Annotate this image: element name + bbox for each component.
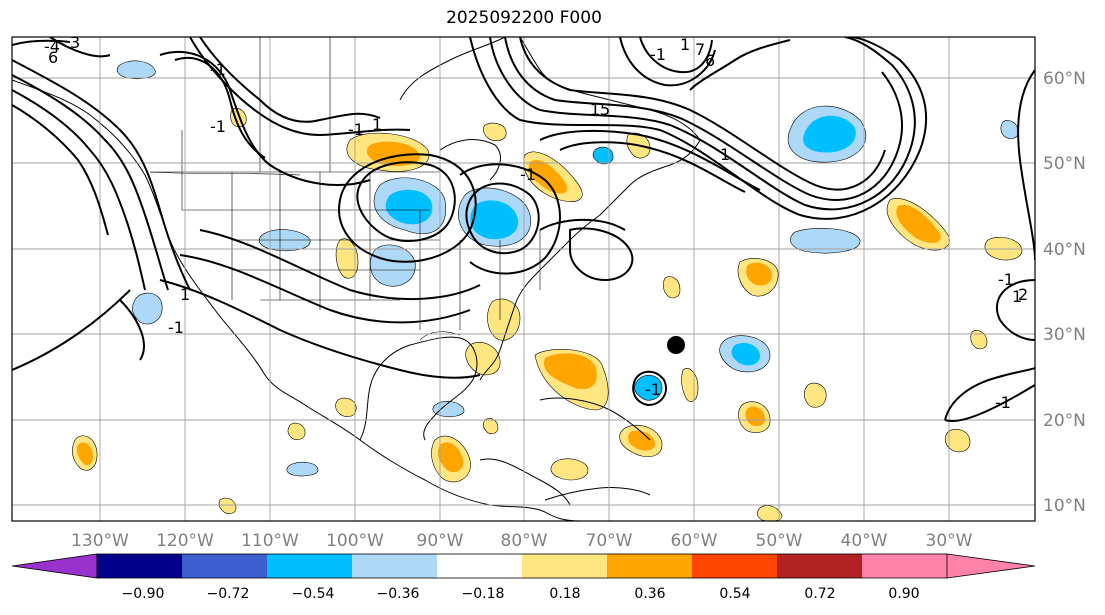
map-frame <box>11 36 1036 522</box>
contour-label: 1 <box>1012 287 1022 306</box>
colorbar-segment <box>777 554 862 578</box>
lon-label-60w: 60°W <box>671 531 718 551</box>
contour-label: -1 <box>998 270 1014 289</box>
lon-label-50w: 50°W <box>756 531 803 551</box>
contour-label: 2 <box>1018 285 1028 304</box>
colorbar-segment <box>607 554 692 578</box>
colorbar-ticks: −0.90 −0.72 −0.54 −0.36 −0.18 0.18 0.36 … <box>122 586 920 602</box>
lon-label-70w: 70°W <box>586 531 633 551</box>
map-title: 2025092200 F000 <box>446 8 602 28</box>
lat-label-60: 60°N <box>1043 69 1086 89</box>
gridlines <box>12 37 1035 521</box>
colorbar-segment <box>182 554 267 578</box>
contour-label: -1 <box>645 380 661 399</box>
colorbar-tick: −0.90 <box>122 586 165 602</box>
contour-label: 3 <box>70 33 80 52</box>
contour-labels: -1 -1 -1 -1 -1 -1 -1 -1 -1 1 1 1 1 1 1 6… <box>44 33 1028 412</box>
lon-label-100w: 100°W <box>326 531 384 551</box>
map-background <box>12 37 1035 521</box>
contour-label: -1 <box>348 120 364 139</box>
colorbar-tick: 0.36 <box>634 586 665 602</box>
contour-label: -1 <box>995 393 1011 412</box>
lat-label-30: 30°N <box>1043 325 1086 345</box>
longitude-labels: 130°W 120°W 110°W 100°W 90°W 80°W 70°W 6… <box>71 531 973 551</box>
contour-label: -1 <box>168 318 184 337</box>
contour-label: 1 <box>720 145 730 164</box>
colorbar-tick: −0.72 <box>207 586 250 602</box>
colorbar-segment <box>692 554 777 578</box>
lon-label-40w: 40°W <box>841 531 888 551</box>
contour-label: 6 <box>48 48 58 67</box>
lon-label-90w: 90°W <box>417 531 464 551</box>
lon-label-30w: 30°W <box>926 531 973 551</box>
contour-label: 1 <box>372 115 382 134</box>
colorbar-extend-right <box>862 554 1035 578</box>
lat-label-20: 20°N <box>1043 411 1086 431</box>
colorbar-segment <box>97 554 182 578</box>
latitude-labels: 60°N 50°N 40°N 30°N 20°N 10°N <box>1043 69 1086 516</box>
colorbar-tick: −0.54 <box>292 586 335 602</box>
colorbar-tick: 0.18 <box>549 586 580 602</box>
lon-label-80w: 80°W <box>501 531 548 551</box>
contour-label: -1 <box>650 45 666 64</box>
lat-label-50: 50°N <box>1043 154 1086 174</box>
lat-label-10: 10°N <box>1043 496 1086 516</box>
lat-label-40: 40°N <box>1043 240 1086 260</box>
contour-label: -1 <box>520 165 536 184</box>
contour-label: -1 <box>210 60 226 79</box>
colorbar-frame <box>96 553 948 579</box>
contours <box>12 37 1035 422</box>
colorbar-tick: 0.72 <box>804 586 835 602</box>
colorbar-segment <box>267 554 352 578</box>
colorbar: −0.90 −0.72 −0.54 −0.36 −0.18 0.18 0.36 … <box>11 553 1036 602</box>
colorbar-tick: −0.36 <box>377 586 420 602</box>
storm-center-marker <box>667 336 685 354</box>
lon-label-120w: 120°W <box>156 531 214 551</box>
contour-label: 5 <box>600 100 610 119</box>
colorbar-tick: 0.54 <box>719 586 750 602</box>
lon-label-110w: 110°W <box>241 531 299 551</box>
contour-label: 1 <box>680 35 690 54</box>
contour-label: -4 <box>44 37 60 56</box>
colorbar-segment <box>352 554 437 578</box>
colorbar-tick: 0.90 <box>888 586 919 602</box>
colorbar-extend-left <box>11 553 98 579</box>
contour-label: 1 <box>180 285 190 304</box>
colorbar-tick: −0.18 <box>462 586 505 602</box>
contour-label: -1 <box>210 117 226 136</box>
contour-label: 6 <box>705 51 715 70</box>
lon-label-130w: 130°W <box>71 531 129 551</box>
colorbar-segment <box>437 554 522 578</box>
contour-label: 7 <box>695 40 705 59</box>
contour-label: 1 <box>590 100 600 119</box>
colorbar-segment <box>522 554 607 578</box>
